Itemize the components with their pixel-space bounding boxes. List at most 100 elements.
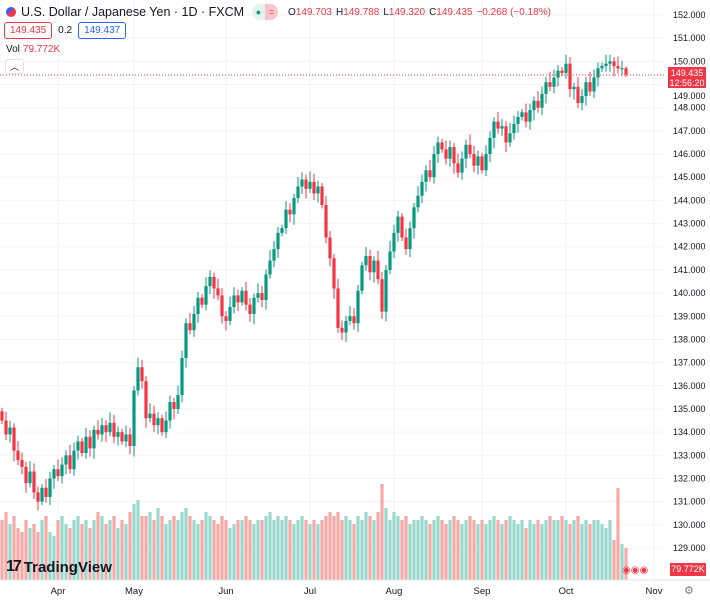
candle-body: [208, 276, 212, 287]
volume-bar: [72, 520, 76, 580]
time-axis[interactable]: Apr May Jun Jul Aug Sep Oct Nov: [51, 586, 663, 597]
spread-value: 0.2: [58, 25, 73, 36]
volume-bar: [432, 520, 436, 580]
volume-bar: [168, 520, 172, 580]
last-price-tag: 149.435 12:56:20: [668, 67, 706, 88]
volume-bar: [128, 512, 132, 580]
candle-body: [384, 269, 388, 312]
volume-bar: [292, 524, 296, 580]
candle-body: [132, 390, 136, 447]
candle-body: [184, 323, 188, 358]
volume-bar: [304, 520, 308, 580]
candle-body: [48, 478, 52, 498]
candle-body: [520, 112, 524, 117]
volume-bar: [88, 528, 92, 580]
volume-bar: [132, 504, 136, 580]
volume-bar: [612, 540, 616, 580]
candle-body: [152, 413, 156, 426]
candle-body: [360, 265, 364, 291]
candle-body: [192, 313, 196, 331]
volume-bar: [424, 520, 428, 580]
candle-body: [260, 293, 264, 301]
bar-countdown: 12:56:20: [669, 77, 705, 88]
grid-lines: [0, 0, 665, 580]
candle-body: [312, 181, 316, 194]
volume-bar: [136, 500, 140, 580]
candle-body: [332, 258, 336, 289]
volume-bar: [112, 516, 116, 580]
volume-bar: [444, 524, 448, 580]
volume-bar: [8, 524, 12, 580]
candle-body: [376, 260, 380, 280]
candle-body: [4, 420, 8, 435]
candle-body: [412, 207, 416, 229]
chevron-up-icon: ︿: [9, 62, 19, 72]
sell-button[interactable]: 149.435: [4, 22, 53, 39]
volume-bar: [300, 516, 304, 580]
candle-body: [60, 464, 64, 477]
volume-bar: [548, 516, 552, 580]
candle-body: [328, 237, 332, 259]
candle-body: [436, 142, 440, 155]
events-flags-icon[interactable]: ◉◉◉: [622, 565, 649, 576]
volume-bar: [104, 524, 108, 580]
price-tick-label: 134.000: [673, 427, 706, 437]
volume-bar: [48, 532, 52, 580]
candle-body: [80, 441, 84, 453]
candle-body: [28, 471, 32, 484]
candle-body: [560, 70, 564, 73]
volume-bar: [240, 520, 244, 580]
candle-body: [212, 276, 216, 289]
collapse-legend-button[interactable]: ︿: [5, 59, 24, 74]
high-value: 149.788: [343, 6, 380, 18]
volume-bar: [284, 516, 288, 580]
candle-body: [492, 121, 496, 138]
price-tick-label: 151.000: [673, 33, 706, 43]
candle-body: [528, 110, 532, 122]
candle-body: [404, 237, 408, 250]
low-label: L: [383, 6, 389, 18]
volume-bar: [540, 524, 544, 580]
candle-body: [524, 112, 528, 122]
volume-bar: [376, 512, 380, 580]
time-tick-label: Nov: [646, 586, 663, 597]
volume-bar: [36, 532, 40, 580]
price-tick-label: 129.000: [673, 543, 706, 553]
volume-bar: [560, 516, 564, 580]
market-status[interactable]: ● =: [252, 4, 279, 20]
candle-body: [484, 154, 488, 171]
volume-bar: [468, 516, 472, 580]
volume-bar: [396, 516, 400, 580]
candle-body: [576, 86, 580, 104]
candle-body: [424, 170, 428, 182]
candle-body: [432, 154, 436, 178]
symbol-title[interactable]: U.S. Dollar / Japanese Yen · 1D · FXCM: [21, 5, 245, 19]
volume-bar: [296, 520, 300, 580]
volume-bar: [400, 520, 404, 580]
candle-body: [340, 327, 344, 333]
candle-body: [568, 63, 572, 90]
candle-body: [452, 147, 456, 164]
volume-bar: [464, 520, 468, 580]
tradingview-logo[interactable]: 17 TradingView: [6, 558, 112, 576]
candle-body: [232, 295, 236, 307]
volume-bar: [604, 528, 608, 580]
candle-body: [584, 82, 588, 97]
volume-bar: [288, 520, 292, 580]
candle-body: [416, 195, 420, 208]
buy-button[interactable]: 149.437: [78, 22, 127, 39]
volume-bar: [360, 520, 364, 580]
candle-body: [500, 126, 504, 129]
candle-body: [168, 402, 172, 421]
time-tick-label: Apr: [51, 586, 66, 597]
candle-body: [596, 68, 600, 78]
settings-gear-icon[interactable]: ⚙: [684, 585, 694, 597]
candle-body: [24, 466, 28, 484]
candle-body: [8, 427, 12, 435]
volume-bar: [588, 524, 592, 580]
candle-body: [296, 186, 300, 199]
volume-bar: [208, 516, 212, 580]
candle-body: [336, 288, 340, 328]
price-axis[interactable]: 152.000 151.000 150.000 149.000 148.000 147.0…: [673, 10, 706, 553]
